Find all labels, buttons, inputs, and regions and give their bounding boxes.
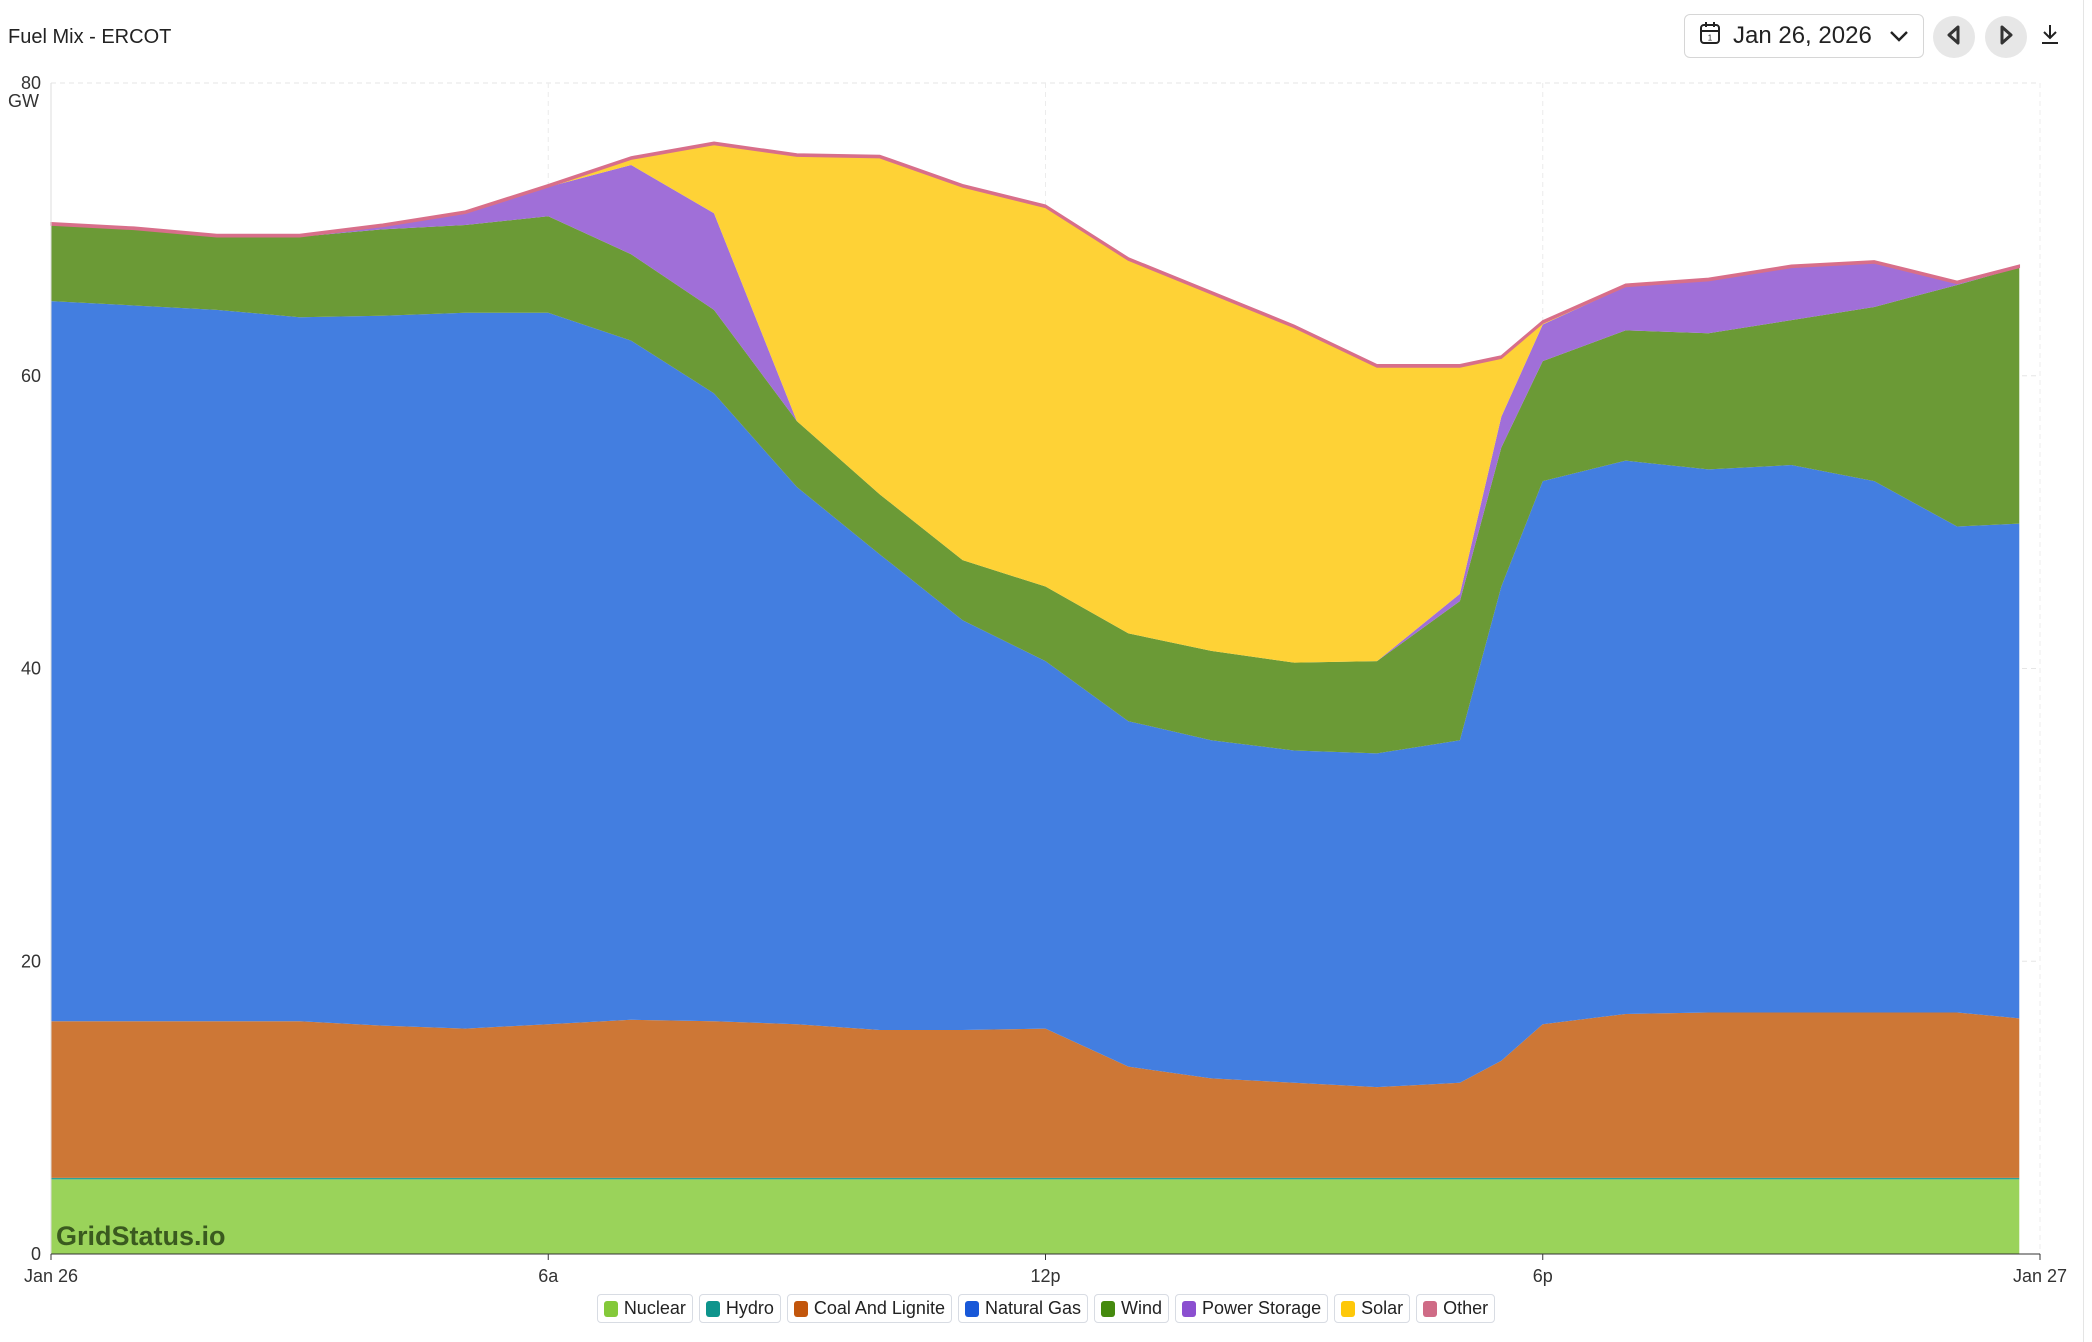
legend-item-power-storage[interactable]: Power Storage [1175, 1294, 1329, 1323]
download-button[interactable] [2036, 22, 2064, 50]
next-day-icon [1998, 25, 2014, 50]
legend: Nuclear Hydro Coal And Lignite Natural Gas W… [0, 1294, 2092, 1323]
legend-swatch [1182, 1300, 1197, 1317]
next-day-button[interactable] [1985, 16, 2027, 58]
svg-text:1: 1 [1708, 33, 1713, 42]
legend-label: Solar [1361, 1298, 1404, 1318]
legend-item-natural-gas[interactable]: Natural Gas [957, 1294, 1089, 1323]
x-tick-label: 6p [1533, 1266, 1553, 1286]
legend-swatch [1423, 1300, 1438, 1317]
scrollbar[interactable] [2083, 0, 2092, 1342]
y-tick-label: 40 [21, 659, 41, 679]
legend-label: Nuclear [623, 1298, 686, 1318]
legend-swatch [1341, 1300, 1356, 1317]
watermark: GridStatus.io [56, 1221, 226, 1251]
legend-label: Other [1443, 1298, 1489, 1318]
legend-swatch [705, 1300, 720, 1317]
legend-swatch [793, 1300, 808, 1317]
date-value: Jan 26, 2026 [1733, 22, 1872, 49]
calendar-icon: 1 [1699, 21, 1721, 52]
chevron-down-icon [1889, 22, 1909, 50]
legend-swatch [603, 1300, 618, 1317]
area-hydro[interactable] [51, 1177, 2020, 1180]
page-title: Fuel Mix - ERCOT [8, 26, 172, 48]
area-other[interactable] [50, 141, 2021, 368]
legend-item-wind[interactable]: Wind [1094, 1294, 1170, 1323]
area-wind[interactable] [51, 216, 2020, 754]
y-axis-label: GW [8, 91, 39, 111]
date-picker[interactable]: 1 Jan 26, 2026 [1684, 14, 1924, 58]
legend-item-nuclear[interactable]: Nuclear [596, 1294, 693, 1323]
area-coal-and-lignite[interactable] [51, 1012, 2020, 1178]
legend-label: Natural Gas [984, 1298, 1082, 1318]
legend-item-solar[interactable]: Solar [1334, 1294, 1411, 1323]
area-solar[interactable] [51, 144, 2020, 663]
y-tick-label: 60 [21, 366, 41, 386]
stacked-areas [50, 141, 2021, 1254]
download-icon [2039, 23, 2061, 50]
legend-label: Power Storage [1202, 1298, 1322, 1318]
prev-day-icon [1946, 25, 1962, 50]
x-tick-label: 12p [1030, 1266, 1060, 1286]
y-tick-label: 80 [21, 73, 41, 93]
legend-swatch [1101, 1300, 1116, 1317]
area-nuclear[interactable] [51, 1179, 2020, 1254]
legend-item-other[interactable]: Other [1416, 1294, 1496, 1323]
legend-label: Wind [1121, 1298, 1163, 1318]
legend-item-hydro[interactable]: Hydro [698, 1294, 781, 1323]
legend-swatch [964, 1300, 979, 1317]
previous-day-button[interactable] [1933, 16, 1975, 58]
x-tick-label: Jan 27 [2013, 1266, 2067, 1286]
x-tick-label: Jan 26 [24, 1266, 78, 1286]
x-tick-label: 6a [538, 1266, 559, 1286]
y-tick-label: 0 [31, 1244, 41, 1264]
legend-label: Coal And Lignite [813, 1298, 945, 1318]
y-tick-label: 20 [21, 951, 41, 971]
legend-item-coal-and-lignite[interactable]: Coal And Lignite [786, 1294, 952, 1323]
legend-label: Hydro [725, 1298, 774, 1318]
area-natural-gas[interactable] [51, 301, 2020, 1088]
